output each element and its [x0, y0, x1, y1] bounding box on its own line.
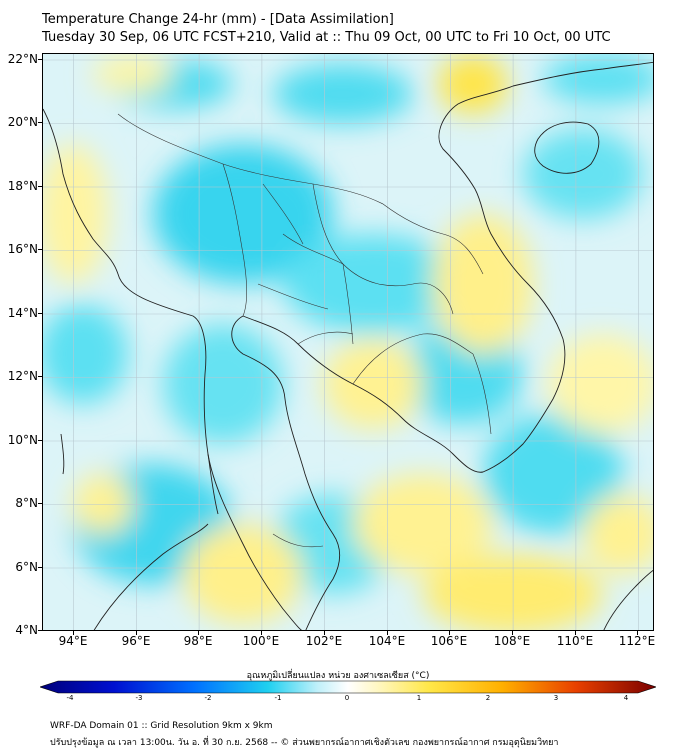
lon-tick [324, 631, 325, 635]
lon-tick [637, 631, 638, 635]
footer-model-info: WRF-DA Domain 01 :: Grid Resolution 9km … [50, 721, 273, 731]
lat-tick [38, 249, 42, 250]
lon-tick [198, 631, 199, 635]
lat-tick [38, 440, 42, 441]
lon-label-98e: 98°E [183, 634, 213, 648]
lon-label-106e: 106°E [430, 634, 468, 648]
colorbar-tick-minus4: -4 [66, 694, 74, 702]
country-borders [117, 113, 492, 548]
lat-label-4n: 4°N [15, 623, 38, 637]
colorbar-title: อุณหภูมิเปลี่ยนแปลง หน่วย องศาเซลเซียส (… [246, 671, 430, 681]
colorbar-tick-minus1: -1 [274, 694, 282, 702]
lat-tick [38, 503, 42, 504]
lat-label-16n: 16°N [7, 242, 38, 256]
temperature-change-map[interactable] [42, 53, 654, 631]
colorbar-tick-0: 0 [344, 694, 350, 702]
lon-tick [73, 631, 74, 635]
lon-label-110e: 110°E [556, 634, 594, 648]
lat-tick [38, 630, 42, 631]
lat-label-20n: 20°N [7, 115, 38, 129]
lon-label-96e: 96°E [121, 634, 151, 648]
colorbar-tick-1: 1 [416, 694, 422, 702]
lat-label-6n: 6°N [15, 560, 38, 574]
lat-label-22n: 22°N [7, 52, 38, 66]
lon-tick [575, 631, 576, 635]
lat-tick [38, 186, 42, 187]
lat-label-12n: 12°N [7, 369, 38, 383]
lon-label-104e: 104°E [368, 634, 406, 648]
lat-tick [38, 313, 42, 314]
lon-tick [512, 631, 513, 635]
footer-credit: ปรับปรุงข้อมูล ณ เวลา 13:00น. วัน อ. ที่… [50, 738, 559, 748]
colorbar-tick-minus2: -2 [204, 694, 212, 702]
colorbar [40, 680, 656, 694]
lat-label-10n: 10°N [7, 433, 38, 447]
graticule [43, 54, 653, 630]
colorbar-tick-3: 3 [553, 694, 559, 702]
lon-label-102e: 102°E [305, 634, 343, 648]
lat-label-14n: 14°N [7, 306, 38, 320]
lon-label-108e: 108°E [493, 634, 531, 648]
lon-tick [136, 631, 137, 635]
colorbar-tick-minus3: -3 [135, 694, 143, 702]
map-subtitle: Tuesday 30 Sep, 06 UTC FCST+210, Valid a… [42, 30, 611, 45]
map-title: Temperature Change 24-hr (mm) - [Data As… [42, 12, 394, 27]
colorbar-tick-2: 2 [485, 694, 491, 702]
lon-label-100e: 100°E [242, 634, 280, 648]
colorbar-tick-4: 4 [623, 694, 629, 702]
temperature-field [43, 54, 653, 630]
lon-label-94e: 94°E [58, 634, 88, 648]
lat-tick [38, 122, 42, 123]
lat-tick [38, 376, 42, 377]
lat-label-8n: 8°N [15, 496, 38, 510]
lat-tick [38, 59, 42, 60]
lat-tick [38, 567, 42, 568]
lon-label-112e: 112°E [618, 634, 656, 648]
coastlines [43, 61, 653, 630]
lat-label-18n: 18°N [7, 179, 38, 193]
lon-tick [449, 631, 450, 635]
lon-tick [387, 631, 388, 635]
lon-tick [261, 631, 262, 635]
